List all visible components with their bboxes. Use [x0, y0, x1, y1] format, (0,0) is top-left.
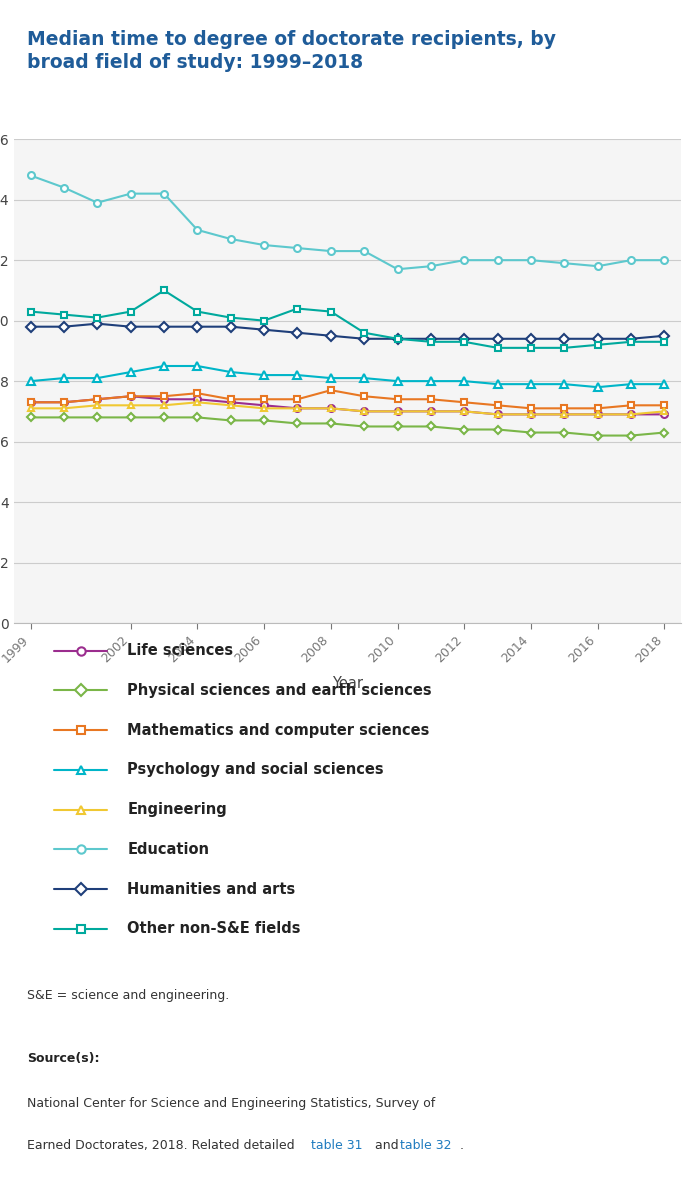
Text: S&E = science and engineering.: S&E = science and engineering.	[27, 989, 229, 1002]
Text: table 32: table 32	[400, 1139, 451, 1152]
Text: Other non-S&E fields: Other non-S&E fields	[127, 922, 301, 936]
Text: National Center for Science and Engineering Statistics, Survey of: National Center for Science and Engineer…	[27, 1097, 436, 1110]
Text: Physical sciences and earth sciences: Physical sciences and earth sciences	[127, 683, 432, 698]
Text: Psychology and social sciences: Psychology and social sciences	[127, 762, 384, 778]
Text: Life sciences: Life sciences	[127, 643, 234, 658]
Text: Education: Education	[127, 842, 209, 857]
X-axis label: Year: Year	[332, 677, 363, 691]
Text: table 31: table 31	[311, 1139, 362, 1152]
Text: Engineering: Engineering	[127, 802, 227, 817]
Text: Earned Doctorates, 2018. Related detailed: Earned Doctorates, 2018. Related detaile…	[27, 1139, 299, 1152]
Text: Humanities and arts: Humanities and arts	[127, 882, 295, 896]
Text: Mathematics and computer sciences: Mathematics and computer sciences	[127, 722, 430, 738]
Text: and: and	[371, 1139, 402, 1152]
Text: Median time to degree of doctorate recipients, by
broad field of study: 1999–201: Median time to degree of doctorate recip…	[27, 30, 556, 72]
Text: .: .	[459, 1139, 464, 1152]
Text: Source(s):: Source(s):	[27, 1051, 100, 1064]
